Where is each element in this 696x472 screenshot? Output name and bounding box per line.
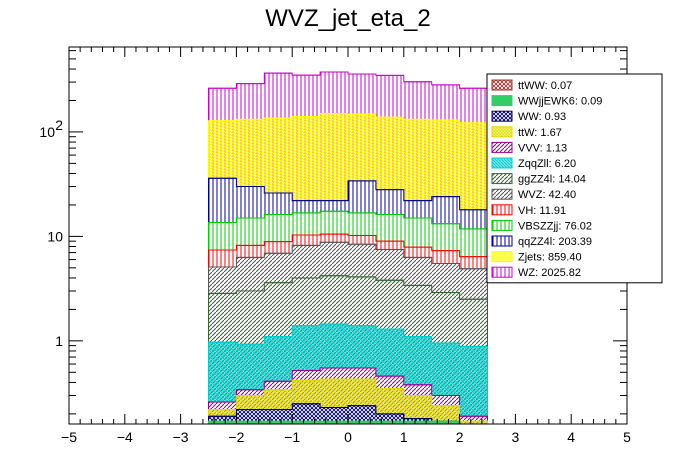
bar <box>264 421 293 424</box>
bar <box>431 405 460 424</box>
legend-label: WWjjEWK6: 0.09 <box>518 96 602 108</box>
series-outline <box>208 323 488 424</box>
legend-swatch <box>491 251 513 263</box>
bar <box>236 409 265 424</box>
legend-label: WW: 0.93 <box>518 111 566 123</box>
legend-label: Zjets: 859.40 <box>518 252 582 264</box>
series-outline <box>208 378 488 424</box>
series-outline <box>208 113 488 424</box>
legend-swatch <box>491 157 513 169</box>
bar <box>375 421 404 424</box>
legend-swatch <box>491 79 513 91</box>
x-tick-label: −5 <box>61 429 77 445</box>
legend-swatch <box>491 95 513 107</box>
bar <box>459 346 488 424</box>
legend-swatch <box>491 173 513 185</box>
legend-label: ttWW: 0.07 <box>518 80 572 92</box>
legend-entry: ttWW: 0.07 <box>491 79 572 92</box>
legend-label: WVZ: 42.40 <box>518 189 576 201</box>
x-tick-label: 5 <box>623 429 631 445</box>
series-outline <box>208 275 488 424</box>
legend-swatch <box>491 110 513 122</box>
legend-label: VVV: 1.13 <box>518 142 567 154</box>
legend-label: VBSZZjj: 76.02 <box>518 220 592 232</box>
bar <box>292 403 321 424</box>
plot-area <box>69 47 627 425</box>
legend-label: ttW: 1.67 <box>518 127 562 139</box>
legend-entry: qqZZ4l: 203.39 <box>491 235 592 248</box>
y-tick-label: 10 <box>47 228 63 244</box>
legend-label: ggZZ4l: 14.04 <box>518 174 586 186</box>
bar <box>236 421 265 424</box>
bar <box>431 421 460 424</box>
legend-swatch <box>491 141 513 153</box>
legend-label: WZ: 2025.82 <box>518 267 581 279</box>
series-outline <box>208 210 488 424</box>
legend-label: ZqqZll: 6.20 <box>518 158 576 170</box>
legend-label: qqZZ4l: 203.39 <box>518 236 592 248</box>
legend-entry: VVV: 1.13 <box>491 141 567 154</box>
legend-entry: ttW: 1.67 <box>491 126 562 139</box>
series-outline <box>208 367 488 424</box>
legend-swatch <box>491 266 513 278</box>
series-outline <box>208 233 488 424</box>
legend-entry: Zjets: 859.40 <box>491 251 582 264</box>
x-tick-label: 3 <box>512 429 520 445</box>
legend-swatch <box>491 204 513 216</box>
y-tick-label: 10 <box>39 124 55 140</box>
legend-entry: WWjjEWK6: 0.09 <box>491 95 602 108</box>
bar <box>348 421 376 424</box>
bar <box>348 405 376 424</box>
legend-entry: WW: 0.93 <box>491 110 566 123</box>
legend-entry: ZqqZll: 6.20 <box>491 157 576 170</box>
bar <box>208 421 237 424</box>
x-tick-label: 4 <box>567 429 575 445</box>
x-tick-label: 1 <box>400 429 408 445</box>
legend-swatch <box>491 219 513 231</box>
bar <box>459 421 488 424</box>
legend-entry: WZ: 2025.82 <box>491 266 581 279</box>
legend-entry: VBSZZjj: 76.02 <box>491 219 592 232</box>
legend-entry: ggZZ4l: 14.04 <box>491 173 586 186</box>
chart-title: WVZ_jet_eta_2 <box>265 5 430 32</box>
x-tick-label: 2 <box>456 429 464 445</box>
series-outline <box>208 241 488 424</box>
bar <box>320 407 348 424</box>
legend-entry: VH: 11.91 <box>491 204 566 217</box>
bar <box>264 409 293 424</box>
x-tick-label: −4 <box>117 429 133 445</box>
legend-swatch <box>491 188 513 200</box>
bar <box>320 421 348 424</box>
x-tick-label: −1 <box>284 429 300 445</box>
legend: ttWW: 0.07 WWjjEWK6: 0.09 WW: 0.93 ttW: 1.6… <box>486 73 663 284</box>
bar <box>208 416 237 424</box>
legend-label: VH: 11.91 <box>518 205 566 217</box>
x-tick-label: −2 <box>228 429 244 445</box>
y-tick-label: 1 <box>55 333 63 349</box>
bar <box>375 413 404 424</box>
legend-box <box>486 73 663 284</box>
bar <box>459 416 488 424</box>
series-outline <box>208 71 488 424</box>
legend-entry: WVZ: 42.40 <box>491 188 576 201</box>
bar <box>292 421 321 424</box>
bar <box>403 421 432 424</box>
x-tick-label: −3 <box>173 429 189 445</box>
legend-swatch <box>491 126 513 138</box>
y-tick-exponent: 2 <box>55 117 63 133</box>
x-tick-label: 0 <box>344 429 352 445</box>
legend-swatch <box>491 235 513 247</box>
series-outline <box>208 177 488 424</box>
